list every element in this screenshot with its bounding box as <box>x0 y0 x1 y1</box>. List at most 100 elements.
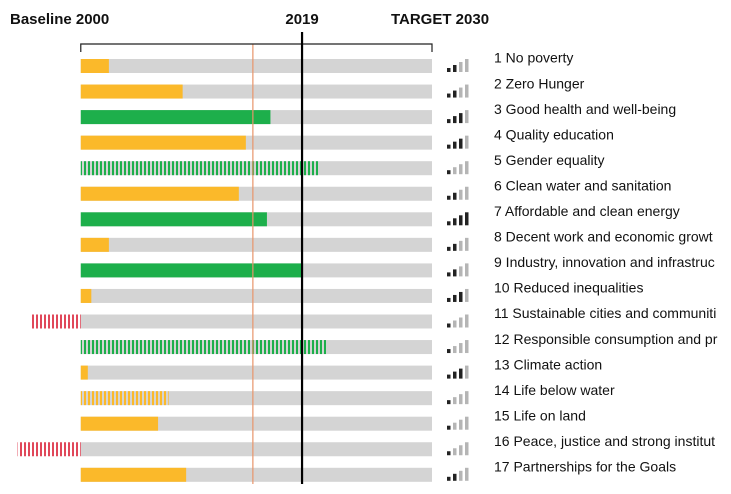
trend-bar <box>465 135 469 149</box>
bar <box>80 416 159 431</box>
trend-icon <box>447 288 469 302</box>
trend-bar <box>447 374 451 379</box>
trend-bar <box>459 419 463 430</box>
trend-icon <box>447 467 469 481</box>
category-label: 15 Life on land <box>494 407 586 423</box>
trend-bar <box>447 297 451 302</box>
trend-bar <box>465 84 469 98</box>
category-label: 8 Decent work and economic growt <box>494 229 713 245</box>
trend-bar <box>465 340 469 354</box>
trend-bar <box>465 391 469 405</box>
trend-icon <box>447 442 469 456</box>
trend-bar <box>453 397 457 405</box>
trend-bar <box>459 266 463 277</box>
trend-bar <box>465 212 469 226</box>
trend-bar <box>459 113 463 124</box>
track <box>80 59 432 73</box>
trend-icon <box>447 84 469 98</box>
bar <box>80 212 267 227</box>
trend-bar <box>453 243 457 251</box>
trend-icon <box>447 314 469 328</box>
bar <box>80 288 92 303</box>
trend-bar <box>453 320 457 328</box>
axis-bracket <box>80 43 433 52</box>
category-label: 12 Responsible consumption and pr <box>494 331 718 347</box>
trend-bar <box>459 394 463 405</box>
trend-icon <box>447 212 469 226</box>
trend-bar <box>453 65 457 72</box>
trend-bar <box>453 448 457 456</box>
trend-bar <box>465 263 469 277</box>
category-label: 9 Industry, innovation and infrastruc <box>494 254 715 270</box>
trend-bar <box>459 291 463 302</box>
category-label: 11 Sustainable cities and communiti <box>494 305 716 321</box>
trend-bar <box>459 215 463 226</box>
track <box>80 288 432 303</box>
bar <box>80 340 327 355</box>
category-label: 10 Reduced inequalities <box>494 280 643 296</box>
bar <box>17 442 81 457</box>
trend-bar <box>459 470 463 481</box>
trend-bar <box>465 314 469 328</box>
trend-bar <box>459 164 463 175</box>
category-label: 5 Gender equality <box>494 152 605 168</box>
category-label: 4 Quality education <box>494 126 614 142</box>
trend-bar <box>465 365 469 379</box>
trend-bar <box>453 141 457 149</box>
trend-icon <box>447 161 469 175</box>
category-label: 7 Affordable and clean energy <box>494 203 680 219</box>
bar <box>80 161 320 176</box>
trend-bar <box>453 422 457 430</box>
trend-bar <box>459 445 463 456</box>
bar <box>80 135 246 150</box>
bar <box>80 237 109 252</box>
trend-icon <box>447 237 469 251</box>
bar <box>31 314 81 329</box>
trend-bar <box>447 119 451 124</box>
track <box>80 442 432 457</box>
trend-bar <box>447 221 451 226</box>
trend-bar <box>459 62 463 72</box>
trend-bar <box>459 240 463 251</box>
track <box>80 314 432 329</box>
bar <box>80 84 183 99</box>
trend-bar <box>447 170 451 175</box>
track <box>80 237 432 252</box>
trend-icon <box>447 263 469 277</box>
trend-bar <box>453 473 457 481</box>
trend-icon <box>447 135 469 149</box>
trend-bar <box>465 161 469 175</box>
bar <box>80 263 303 278</box>
bar <box>80 186 239 201</box>
category-label: 6 Clean water and sanitation <box>494 177 671 193</box>
category-label: 13 Climate action <box>494 356 602 372</box>
bar <box>80 467 187 482</box>
trend-bar <box>447 400 451 405</box>
trend-bar <box>453 167 457 175</box>
trend-bar <box>459 87 463 98</box>
category-label: 14 Life below water <box>494 382 615 398</box>
category-label: 17 Partnerships for the Goals <box>494 459 676 475</box>
trend-bar <box>447 451 451 456</box>
trend-icon <box>447 391 469 405</box>
trend-bar <box>465 442 469 456</box>
trend-bar <box>447 425 451 430</box>
trend-bar <box>447 144 451 149</box>
trend-bar <box>453 371 457 379</box>
bar <box>80 365 88 380</box>
trend-bar <box>447 195 451 200</box>
trend-icon <box>447 340 469 354</box>
trend-bar <box>465 186 469 200</box>
trend-bar <box>465 110 469 124</box>
trend-bar <box>447 68 451 72</box>
trend-bar <box>465 237 469 251</box>
trend-bar <box>465 416 469 430</box>
trend-icon <box>447 365 469 379</box>
trend-icon <box>447 110 469 124</box>
trend-icon <box>447 186 469 200</box>
trend-bar <box>465 288 469 302</box>
axis-label: Baseline 2000 <box>10 11 109 28</box>
trend-bar <box>453 116 457 124</box>
trend-bar <box>453 218 457 226</box>
